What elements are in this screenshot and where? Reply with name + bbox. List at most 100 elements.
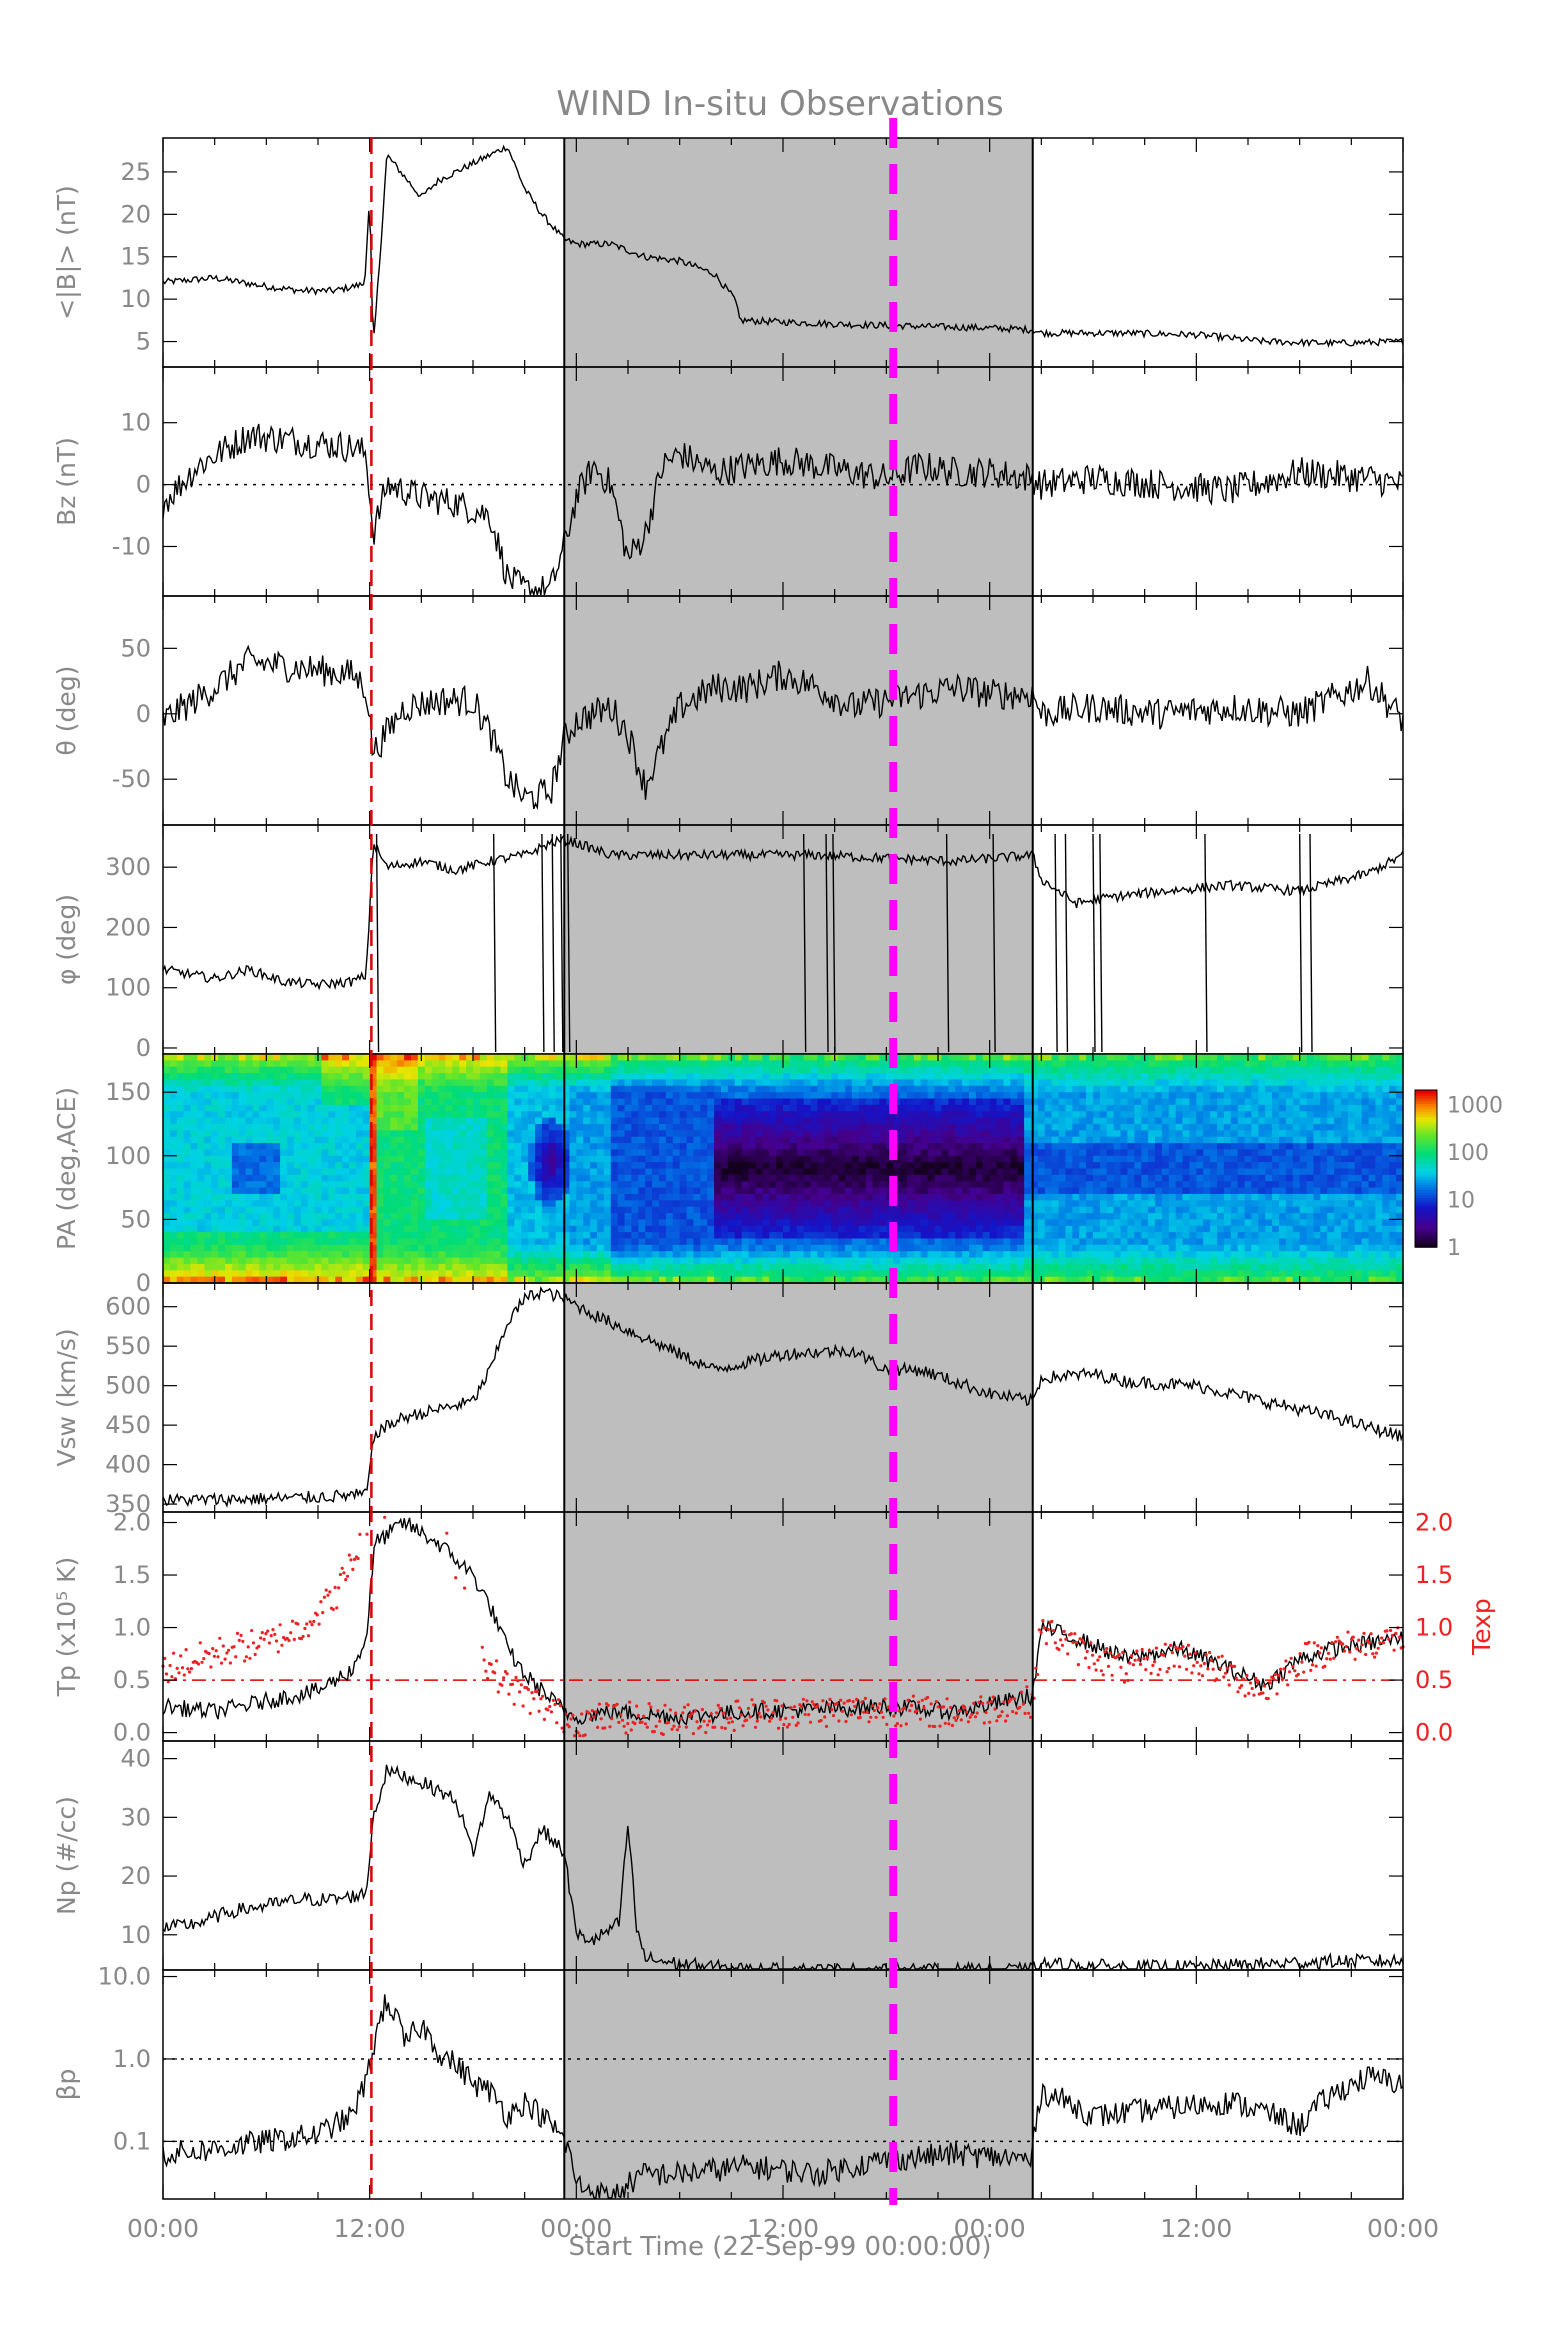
y-tick-label: 0.1 [113,2127,151,2155]
overlay-layer [370,118,1034,2205]
y-tick-label: 20 [120,1862,151,1890]
y-axis-label: PA (deg,ACE) [52,1087,81,1250]
y2-tick-label: 1.5 [1415,1561,1453,1589]
y-tick-label: 50 [120,1205,151,1233]
y-tick-label: 10 [120,409,151,437]
y-tick-label: 10 [120,285,151,313]
colorbar-tick-label: 1000 [1447,1093,1503,1118]
colorbar: 1 10 100 1000 [1414,1089,1503,1261]
y-tick-label: 350 [105,1490,151,1518]
phi-wrap-spike [832,834,836,1053]
y-tick-label: 1.0 [113,2045,151,2073]
y-tick-label: -10 [112,532,151,560]
y-axis-label: Vsw (km/s) [52,1328,81,1466]
phi-wrap-spike [1092,834,1096,1053]
x-axis: 00:00 12:00 00:00 12:00 00:00 12:00 00:00 [127,2214,1439,2243]
y-tick-label: 20 [120,200,151,228]
y-tick-label: 0 [136,471,151,499]
phi-wrap-spike [375,834,380,1053]
series-line [162,644,1404,811]
phi-wrap-spike [825,834,829,1053]
y-tick-label: 550 [105,1332,151,1360]
y-axis-label: φ (deg) [52,894,81,985]
y-tick-label: 300 [105,853,151,881]
y-tick-label: 0.0 [113,1719,151,1747]
y-tick-label: 200 [105,913,151,941]
pitch-angle-heatmap [163,1054,1404,1284]
y-tick-label: 30 [120,1803,151,1831]
y-tick-label: 10.0 [98,1963,151,1991]
colorbar-frame [1414,1089,1438,1248]
panel-plasma-beta: 0.1 1.0 10.0 βp [52,1963,1404,2200]
y-tick-label: 10 [120,1921,151,1949]
panel-solar-wind-speed: 350 400 450 500 550 600 Vsw (km/s) [52,1282,1404,1518]
x-tick-label: 00:00 [540,2214,612,2243]
y-axis-label: <|B|> (nT) [52,185,81,319]
y-tick-label: 25 [120,158,151,186]
x-tick-label: 00:00 [127,2214,199,2243]
y-tick-label: 100 [105,974,151,1002]
phi-wrap-spike [1298,834,1303,1053]
phi-wrap-spike [1099,834,1103,1053]
y-tick-label: -50 [112,765,151,793]
y-tick-label: 0 [136,1269,151,1297]
phi-wrap-spike [1054,834,1058,1053]
phi-wrap-spike [541,834,545,1053]
y-tick-label: 450 [105,1411,151,1439]
series-line [162,833,1404,991]
y-axis-label: Np (#/cc) [52,1796,81,1915]
y-tick-label: 50 [120,634,151,662]
panel-B-longitude: 0 100 200 300 φ (deg) [52,824,1404,1062]
chart-title: WIND In-situ Observations [556,84,1004,124]
series-line [162,1285,1404,1508]
y-tick-label: 100 [105,1142,151,1170]
y2-tick-label: 2.0 [1415,1509,1453,1537]
panel-proton-temperature: 0.0 0.5 1.0 1.5 2.0 Tp (x10⁵ K) 0.0 0.5 1.0 1.5 2.… [52,1509,1496,1747]
phi-wrap-spike [1064,834,1069,1053]
y-tick-label: 400 [105,1451,151,1479]
y-tick-label: 5 [136,328,151,356]
phi-wrap-spike [567,834,571,1053]
colorbar-tick-label: 10 [1447,1188,1475,1213]
x-tick-label: 12:00 [334,2214,406,2243]
y-axis-label: Bz (nT) [52,437,81,526]
series-line [162,423,1404,598]
phi-wrap-spike [492,834,497,1053]
phi-wrap-spike [945,834,950,1053]
x-tick-label: 00:00 [954,2214,1026,2243]
series-line [162,144,1404,348]
x-tick-label: 00:00 [1367,2214,1439,2243]
colorbar-tick-label: 1 [1447,1236,1461,1261]
y-axis-label: βp [52,2069,81,2101]
y-tick-label: 0.5 [113,1666,151,1694]
y-tick-label: 1.0 [113,1614,151,1642]
y-tick-label: 150 [105,1078,151,1106]
y-axis-label: Tp (x10⁵ K) [52,1557,81,1698]
x-tick-label: 12:00 [1160,2214,1232,2243]
series-line [162,1994,1404,2199]
y-tick-label: 600 [105,1293,151,1321]
phi-wrap-spike [802,834,807,1053]
y2-tick-label: 0.0 [1415,1719,1453,1747]
phi-wrap-spike [551,834,555,1053]
y-tick-label: 0 [136,700,151,728]
y-tick-label: 500 [105,1372,151,1400]
colorbar-tick-label: 100 [1447,1141,1489,1166]
y2-axis-label: Texp [1467,1598,1496,1656]
y-tick-label: 40 [120,1745,151,1773]
x-tick-label: 12:00 [747,2214,819,2243]
phi-wrap-spike [992,834,996,1053]
y-tick-label: 15 [120,243,151,271]
y2-tick-label: 0.5 [1415,1666,1453,1694]
phi-wrap-spike [1309,834,1313,1053]
y-tick-label: 1.5 [113,1561,151,1589]
y-axis-label: θ (deg) [52,666,81,756]
phi-wrap-spike [560,834,564,1053]
x-axis-label: Start Time (22-Sep-99 00:00:00) [569,2232,992,2262]
phi-wrap-spike [1204,834,1208,1053]
y-tick-label: 0 [136,1034,151,1062]
y-tick-label: 2.0 [113,1509,151,1537]
series-line [162,1517,1404,1726]
